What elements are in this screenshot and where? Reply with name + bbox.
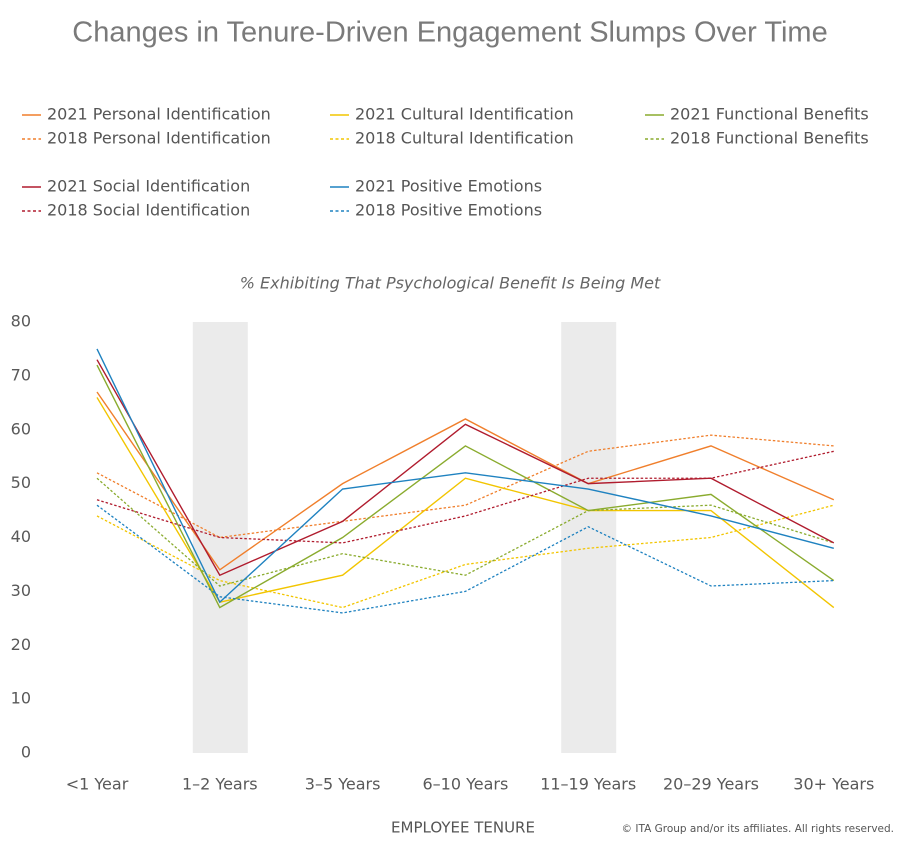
- y-tick-label: 10: [11, 689, 31, 708]
- y-tick-label: 60: [11, 419, 31, 438]
- y-tick-label: 20: [11, 635, 31, 654]
- chart-subtitle: % Exhibiting That Psychological Benefit …: [240, 274, 661, 293]
- y-tick-label: 40: [11, 527, 31, 546]
- y-tick-label: 70: [11, 365, 31, 384]
- legend-label: 2021 Personal Identification: [47, 105, 271, 124]
- x-tick-label: 20–29 Years: [663, 775, 759, 794]
- x-tick-label: 3–5 Years: [305, 775, 381, 794]
- y-tick-label: 30: [11, 581, 31, 600]
- x-tick-label: 1–2 Years: [182, 775, 258, 794]
- legend-label: 2018 Positive Emotions: [355, 201, 542, 220]
- x-tick-label: 6–10 Years: [422, 775, 508, 794]
- legend-label: 2021 Functional Benefits: [670, 105, 869, 124]
- series-line: [96, 348, 834, 604]
- highlight-band: [561, 322, 617, 753]
- legend-label: 2021 Positive Emotions: [355, 177, 542, 196]
- series-line: [96, 359, 835, 577]
- y-tick-label: 80: [11, 312, 31, 331]
- copyright-note: © ITA Group and/or its affiliates. All r…: [622, 823, 894, 835]
- highlight-bands: [192, 322, 617, 753]
- y-tick-label: 0: [21, 743, 31, 762]
- legend-label: 2018 Cultural Identification: [355, 129, 574, 148]
- legend-label: 2018 Social Identification: [47, 201, 250, 220]
- x-tick-label: 11–19 Years: [540, 775, 636, 794]
- series-line: [96, 434, 834, 539]
- x-axis-label: EMPLOYEE TENURE: [391, 819, 535, 837]
- legend-label: 2021 Cultural Identification: [355, 105, 574, 124]
- highlight-band: [192, 322, 248, 753]
- series-line: [96, 477, 834, 587]
- series-line: [96, 504, 834, 614]
- series-line: [96, 450, 834, 544]
- x-tick-label: 30+ Years: [793, 775, 874, 794]
- x-tick-label: <1 Year: [66, 775, 129, 794]
- y-tick-label: 50: [11, 473, 31, 492]
- legend-label: 2021 Social Identification: [47, 177, 250, 196]
- legend-label: 2018 Personal Identification: [47, 129, 271, 148]
- chart-title: Changes in Tenure-Driven Engagement Slum…: [72, 17, 827, 49]
- series-line: [96, 391, 835, 571]
- series-line: [96, 364, 835, 609]
- legend-label: 2018 Functional Benefits: [670, 129, 869, 148]
